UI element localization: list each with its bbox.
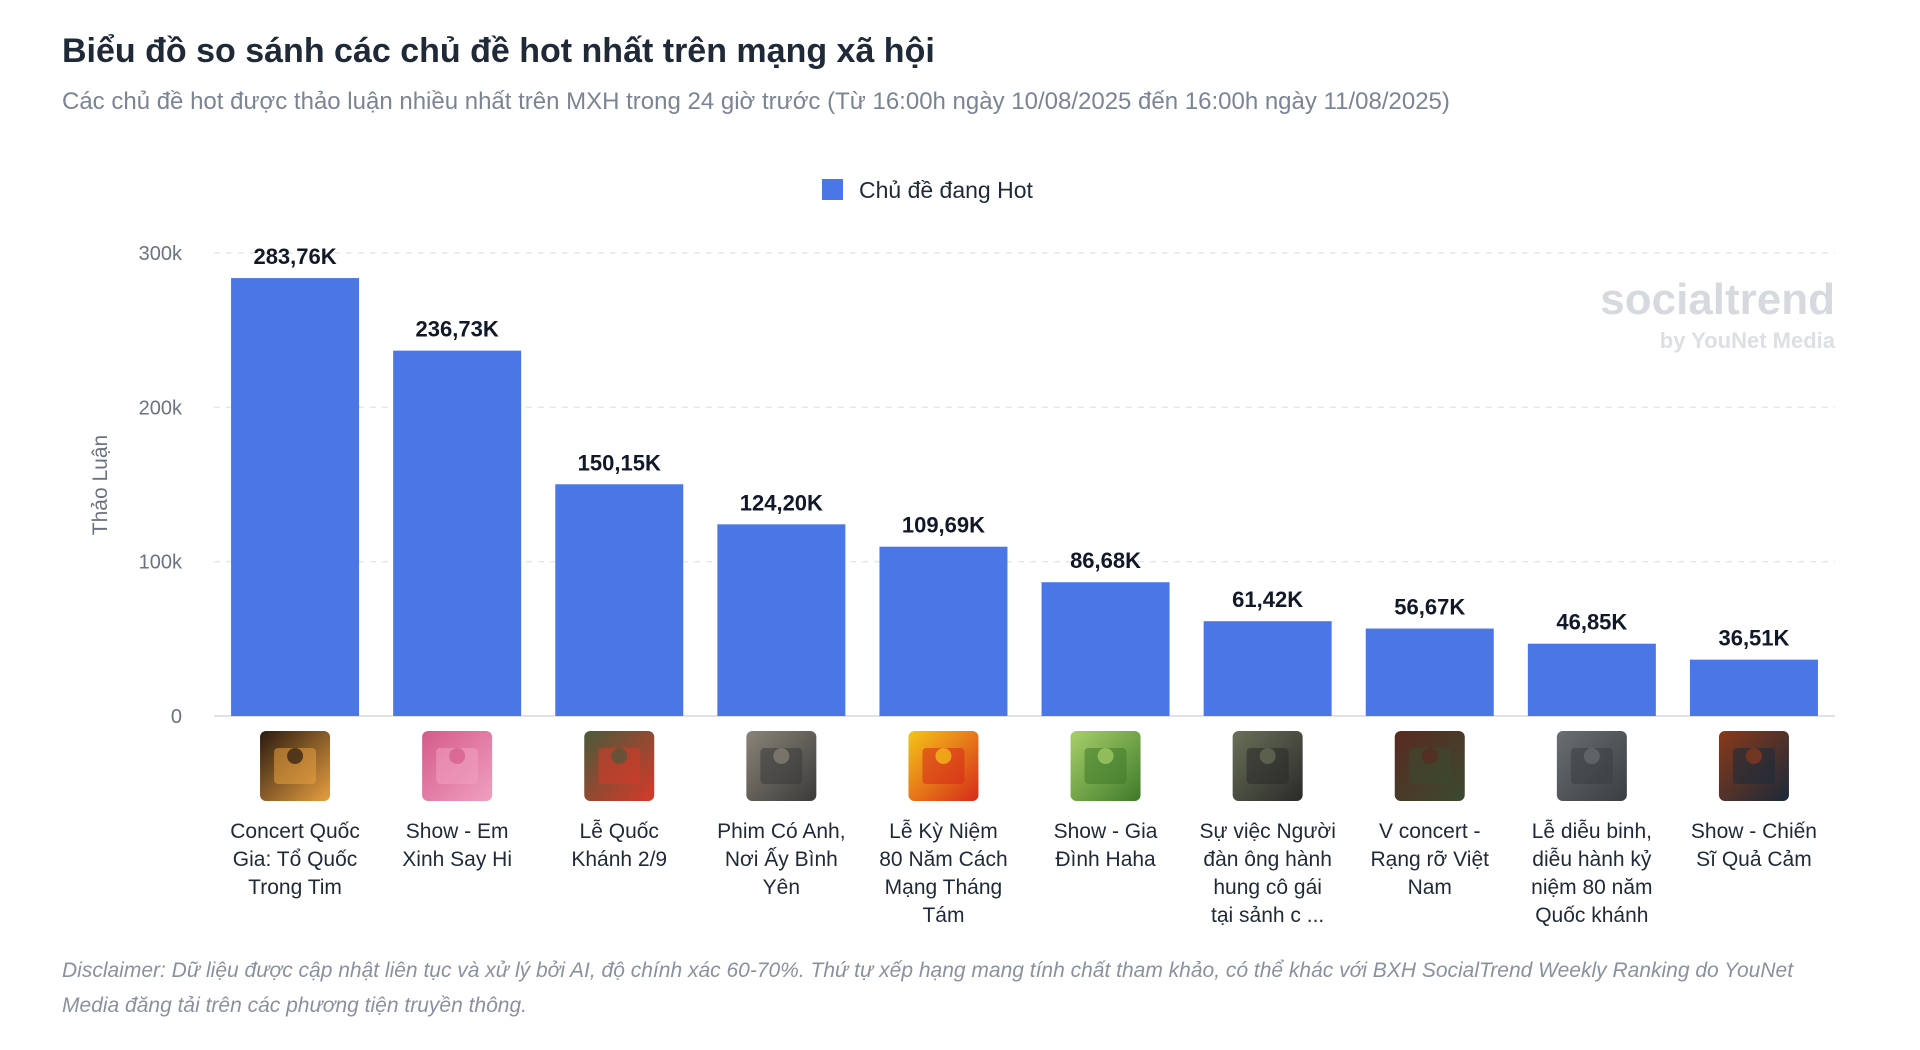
bars: 283,76K Concert Quốc Gia: Tổ Quốc Trong Tim… <box>230 244 1818 927</box>
bar[interactable] <box>555 484 684 716</box>
bar[interactable] <box>1689 659 1818 716</box>
anniversary-emblem-icon <box>908 731 979 801</box>
bar-group[interactable]: 150,15K Lễ Quốc Khánh 2/9 <box>555 450 684 871</box>
category-label: Yên <box>763 876 800 899</box>
bar-value-label: 150,15K <box>578 450 661 475</box>
bar-value-label: 56,67K <box>1394 595 1465 620</box>
bar[interactable] <box>879 546 1008 716</box>
bar-value-label: 46,85K <box>1556 610 1627 635</box>
bar[interactable] <box>1527 643 1656 716</box>
movie-portrait-icon <box>746 731 817 801</box>
bar-group[interactable]: 36,51K Show - Chiến Sĩ Quả Cảm <box>1689 626 1818 871</box>
bar-value-label: 86,68K <box>1070 548 1141 573</box>
bar-group[interactable]: 86,68K Show - Gia Đình Haha <box>1041 548 1170 871</box>
bar[interactable] <box>717 524 846 716</box>
category-label: diễu hành kỷ <box>1532 848 1652 871</box>
category-label: Show - Em <box>406 820 509 843</box>
chien-si-poster-icon <box>1718 731 1789 801</box>
flag-soldiers-icon <box>584 731 655 801</box>
category-label: đàn ông hành <box>1203 848 1331 871</box>
bar-value-label: 61,42K <box>1232 587 1303 612</box>
em-xinh-logo-icon <box>422 731 493 801</box>
bar[interactable] <box>1041 582 1170 716</box>
watermark: socialtrend by YouNet Media <box>1600 275 1836 353</box>
y-tick-label: 100k <box>139 552 183 574</box>
category-label: niệm 80 năm <box>1531 876 1652 899</box>
bar-group[interactable]: 61,42K Sự việc Người đàn ông hành hung cô g… <box>1199 587 1335 927</box>
soldiers-concert-icon <box>1394 731 1465 801</box>
legend: Chủ đề đang Hot <box>822 177 1034 203</box>
y-axis-label: Thảo Luận <box>89 435 112 535</box>
category-label: Mạng Tháng <box>885 876 1003 899</box>
category-label: Nơi Ấy Bình <box>725 848 838 871</box>
concert-v-logo-icon <box>260 731 331 801</box>
bar-value-label: 283,76K <box>253 244 336 269</box>
bar[interactable] <box>1365 628 1494 716</box>
bar-value-label: 109,69K <box>902 513 985 538</box>
category-label: hung cô gái <box>1213 876 1322 899</box>
category-label: Xinh Say Hi <box>402 848 512 871</box>
category-label: Tám <box>922 904 964 927</box>
legend-swatch <box>822 179 843 200</box>
watermark-byline: by YouNet Media <box>1660 328 1836 353</box>
watermark-brand: socialtrend <box>1600 275 1835 324</box>
category-label: Đình Haha <box>1055 848 1156 871</box>
category-label: Sĩ Quả Cảm <box>1696 848 1812 871</box>
category-label: Lễ diễu binh, <box>1532 820 1652 843</box>
parade-tanks-icon <box>1556 731 1627 801</box>
disclaimer: Disclaimer: Dữ liệu được cập nhật liên t… <box>62 959 1794 1017</box>
category-label: tại sảnh c ... <box>1211 904 1324 927</box>
legend-label: Chủ đề đang Hot <box>859 177 1034 203</box>
man-portrait-icon <box>1232 731 1303 801</box>
y-tick-label: 0 <box>171 706 182 728</box>
category-label: V concert - <box>1379 820 1481 843</box>
category-label: Nam <box>1408 876 1452 899</box>
chart-title: Biểu đồ so sánh các chủ đề hot nhất trên… <box>62 32 935 70</box>
category-label: Sự việc Người <box>1199 820 1335 843</box>
bar[interactable] <box>1203 621 1332 716</box>
category-label: Quốc khánh <box>1535 904 1648 927</box>
bar-group[interactable]: 236,73K Show - Em Xinh Say Hi <box>393 317 522 871</box>
bar-group[interactable]: 124,20K Phim Có Anh, Nơi Ấy Bình Yên <box>717 490 845 899</box>
category-label: Rạng rỡ Việt <box>1371 848 1490 871</box>
bar-value-label: 36,51K <box>1718 626 1789 651</box>
bar-group[interactable]: 56,67K V concert - Rạng rỡ Việt Nam <box>1365 595 1494 899</box>
category-label: Concert Quốc <box>230 820 360 843</box>
category-label: Khánh 2/9 <box>571 848 667 871</box>
y-tick-label: 300k <box>139 243 183 265</box>
category-label: Show - Chiến <box>1691 820 1817 843</box>
category-label: 80 Năm Cách <box>879 848 1007 871</box>
chart-subtitle: Các chủ đề hot được thảo luận nhiều nhất… <box>62 88 1450 115</box>
bar-chart: 0 100k 200k 300k Chủ đề đang Hot socialtren… <box>89 177 1836 927</box>
category-label: Gia: Tổ Quốc <box>233 848 358 871</box>
category-label: Phim Có Anh, <box>717 820 845 843</box>
bar-group[interactable]: 109,69K Lễ Kỳ Niệm 80 Năm Cách Mạng Tháng Tá… <box>879 513 1007 927</box>
bar-group[interactable]: 46,85K Lễ diễu binh, diễu hành kỷ niệm 80 n… <box>1527 610 1656 927</box>
gia-dinh-haha-logo-icon <box>1070 731 1141 801</box>
bar-group[interactable]: 283,76K Concert Quốc Gia: Tổ Quốc Trong Tim <box>230 244 360 899</box>
bar-value-label: 124,20K <box>740 490 823 515</box>
bar[interactable] <box>393 350 522 716</box>
y-tick-label: 200k <box>139 397 183 419</box>
bar-value-label: 236,73K <box>416 317 499 342</box>
category-label: Lễ Quốc <box>580 820 659 843</box>
category-label: Show - Gia <box>1054 820 1158 843</box>
category-label: Trong Tim <box>248 876 342 899</box>
bar[interactable] <box>231 278 360 716</box>
category-label: Lễ Kỳ Niệm <box>889 820 998 843</box>
